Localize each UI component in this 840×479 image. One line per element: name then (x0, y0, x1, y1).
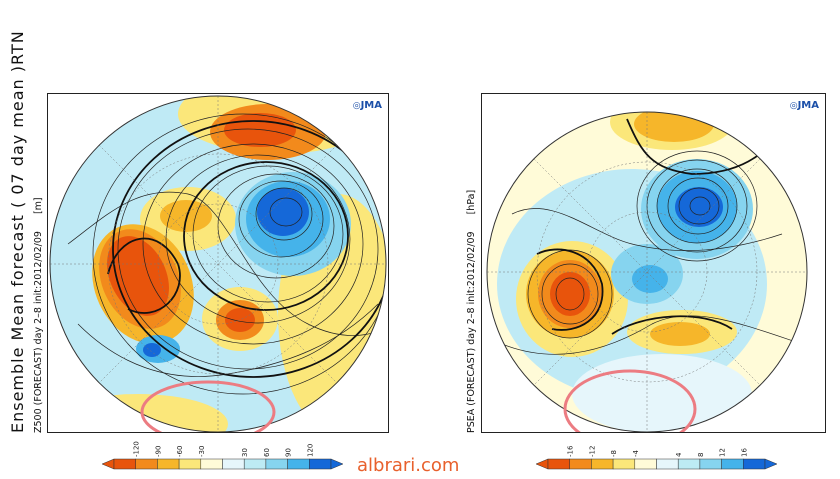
colorbar-swatch (200, 458, 223, 470)
anomaly-negative (675, 187, 723, 227)
colorbar-tick-label: -16 (567, 445, 575, 457)
colorbar-swatch (243, 458, 267, 470)
colorbar-swatch (265, 458, 288, 470)
colorbar-tick-label: -90 (154, 446, 162, 457)
colorbar-tick-label: 12 (719, 448, 727, 457)
thick-contours (107, 120, 386, 378)
right-subtitle-text: PSEA (FORECAST) day 2–8 init:2012/02/09 (466, 231, 477, 433)
colorbar-swatch (113, 458, 136, 470)
anomaly-negative (632, 265, 668, 293)
jma-logo-text: JMA (360, 100, 382, 111)
psea-polar-map (486, 111, 808, 449)
colorbar-swatch (612, 458, 636, 470)
anomaly-negative (572, 354, 752, 432)
right-unit: [hPa] (466, 189, 477, 215)
colorbar-tick-label: -60 (176, 446, 184, 457)
colorbar-tick-label: -4 (632, 449, 640, 457)
colorbar-swatch (721, 458, 744, 470)
colorbar-tick-label: -12 (588, 446, 596, 457)
colorbar-swatch (569, 458, 592, 470)
colorbar-tick-label: -120 (133, 441, 141, 457)
psea-colorbar: -16 -12 -8 -4 4 8 12 16 (535, 445, 778, 470)
colorbar-swatch (222, 458, 245, 470)
left-subtitle: Z500 (FORECAST) day 2–8 init:2012/02/09 … (33, 197, 44, 433)
psea-map-panel: ◎JMA (481, 93, 826, 449)
colorbar-arrow-high (330, 458, 344, 470)
anomaly-negative (257, 188, 309, 236)
colorbar-swatch (287, 458, 310, 470)
colorbar-swatch (547, 458, 570, 470)
colorbar-swatch (699, 458, 722, 470)
anomaly-positive (225, 308, 255, 332)
z500-colorbar: -120 -90 -60 -30 30 60 90 120 (101, 441, 344, 470)
colorbar-tick-label: 90 (285, 448, 293, 457)
right-subtitle: PSEA (FORECAST) day 2–8 init:2012/02/09 … (466, 190, 477, 433)
colorbar-tick-label: 60 (263, 448, 271, 457)
colorbar-swatch (677, 458, 701, 470)
z500-polar-map (49, 95, 387, 444)
colorbar-swatch (656, 458, 679, 470)
left-subtitle-text: Z500 (FORECAST) day 2–8 init:2012/02/09 (33, 231, 44, 433)
colorbar-tick-label: 30 (241, 448, 249, 457)
colorbar-arrow-low (535, 458, 549, 470)
jma-logo-icon: ◎ (789, 101, 798, 111)
pressure-contours (501, 150, 803, 355)
colorbar-swatch (743, 458, 766, 470)
anomaly-positive (160, 200, 212, 232)
colorbar-tick-label: 4 (675, 452, 683, 457)
anomaly-negative (143, 343, 161, 357)
colorbar-tick-label: -8 (610, 450, 618, 457)
colorbar-swatch (178, 458, 202, 470)
anomaly-positive (634, 112, 714, 142)
jma-logo-icon: ◎ (352, 101, 361, 111)
anomaly-positive (650, 322, 710, 346)
z500-map-panel: ◎JMA (47, 93, 389, 444)
chart-title: Ensemble Mean forecast ( 07 day mean )RT… (8, 30, 27, 433)
anomaly-positive (224, 113, 296, 147)
colorbar-swatch (135, 458, 158, 470)
jma-logo-text: JMA (797, 100, 819, 111)
lat-lon-grid (487, 112, 807, 432)
lat-lon-grid (50, 96, 386, 432)
jma-logo: ◎JMA (353, 100, 382, 111)
colorbar-swatch (634, 458, 657, 470)
colorbar-arrow-low (101, 458, 115, 470)
jma-logo: ◎JMA (790, 100, 819, 111)
watermark: albrari.com (357, 455, 460, 476)
colorbar-swatch (157, 458, 180, 470)
colorbar-tick-label: 16 (740, 448, 748, 457)
colorbar-tick-label: 8 (697, 453, 705, 457)
colorbar-arrow-high (764, 458, 778, 470)
colorbar-tick-label: 120 (306, 444, 314, 457)
colorbar-tick-label: -30 (198, 446, 206, 457)
colorbar-swatch (591, 458, 614, 470)
colorbar-swatch (309, 458, 332, 470)
left-unit: [m] (33, 197, 44, 215)
